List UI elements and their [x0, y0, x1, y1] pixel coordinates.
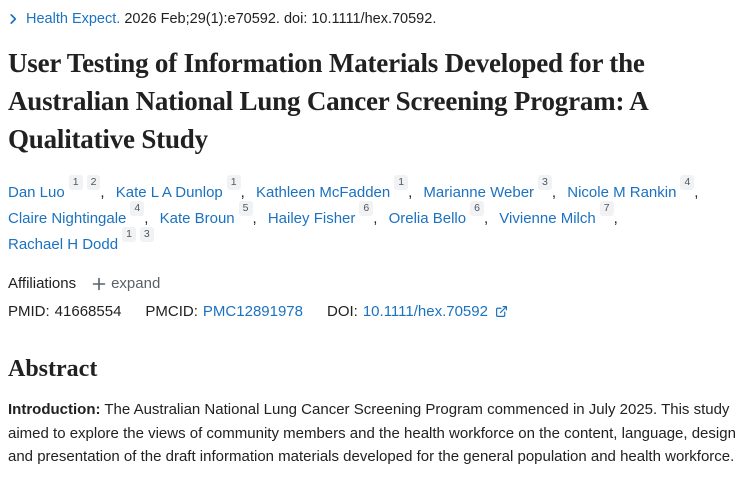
author-link[interactable]: Marianne Weber	[423, 184, 535, 201]
affiliation-badge[interactable]: 7	[599, 201, 614, 216]
author: Hailey Fisher6	[267, 201, 377, 227]
author: Claire Nightingale4	[8, 201, 148, 227]
abstract-section-text: The Australian National Lung Cancer Scre…	[8, 401, 736, 465]
affiliations-row: Affiliations expand	[8, 275, 742, 292]
author-link[interactable]: Vivienne Milch	[499, 210, 596, 227]
doi-group: DOI: 10.1111/hex.70592	[327, 303, 508, 320]
author-link[interactable]: Orelia Bello	[388, 210, 467, 227]
abstract-heading: Abstract	[8, 356, 98, 382]
affiliation-badge[interactable]: 6	[359, 201, 374, 216]
author: Rachael H Dodd1 3	[8, 227, 154, 253]
expand-label: expand	[111, 275, 161, 292]
pmid-value: 41668554	[54, 303, 122, 320]
author: Orelia Bello6	[388, 201, 488, 227]
plus-icon	[92, 277, 106, 291]
author: Marianne Weber3	[423, 175, 556, 201]
author-link[interactable]: Hailey Fisher	[267, 210, 356, 227]
affiliation-badge[interactable]: 4	[680, 175, 695, 190]
author-link[interactable]: Rachael H Dodd	[8, 236, 119, 253]
chevron-right-icon[interactable]	[8, 13, 19, 25]
affiliation-badge[interactable]: 1	[122, 227, 136, 242]
affiliation-badge[interactable]: 2	[86, 175, 101, 190]
author: Kate L A Dunlop1	[115, 175, 245, 201]
external-link-icon[interactable]	[495, 305, 508, 318]
affiliation-badge[interactable]: 3	[538, 175, 552, 190]
author: Kate Broun5	[159, 201, 257, 227]
author-link[interactable]: Nicole M Rankin	[567, 184, 677, 201]
author-link[interactable]: Claire Nightingale	[8, 210, 127, 227]
citation-text: 2026 Feb;29(1):e70592. doi: 10.1111/hex.…	[124, 11, 437, 27]
doi-link[interactable]: 10.1111/hex.70592	[362, 303, 488, 320]
author-link[interactable]: Kate Broun	[159, 210, 235, 227]
abstract-paragraph: Introduction: The Australian National Lu…	[8, 398, 742, 469]
author: Dan Luo1 2	[8, 175, 105, 201]
affiliation-badge[interactable]: 1	[226, 175, 241, 190]
affiliation-badge[interactable]: 5	[238, 201, 253, 216]
pmcid-group: PMCID: PMC12891978	[145, 303, 303, 320]
author-link[interactable]: Kate L A Dunlop	[115, 184, 223, 201]
affiliation-badge[interactable]: 1	[394, 175, 409, 190]
article-title: User Testing of Information Materials De…	[8, 48, 648, 154]
author-link[interactable]: Dan Luo	[8, 184, 65, 201]
affiliations-label: Affiliations	[8, 275, 77, 292]
author-link[interactable]: Kathleen McFadden	[255, 184, 391, 201]
pmid-group: PMID: 41668554	[8, 303, 121, 320]
pmid-label: PMID:	[8, 303, 50, 320]
author: Nicole M Rankin4	[567, 175, 698, 201]
expand-affiliations-button[interactable]: expand	[92, 275, 160, 292]
affiliation-badge[interactable]: 6	[470, 201, 484, 216]
author: Kathleen McFadden1	[255, 175, 412, 201]
journal-link[interactable]: Health Expect.	[26, 11, 121, 27]
affiliation-badge[interactable]: 3	[139, 227, 154, 242]
doi-label: DOI:	[327, 303, 358, 320]
pmcid-label: PMCID:	[145, 303, 198, 320]
affiliation-badge[interactable]: 1	[68, 175, 83, 190]
pmcid-link[interactable]: PMC12891978	[202, 303, 303, 320]
identifiers-row: PMID: 41668554 PMCID: PMC12891978 DOI: 1…	[8, 303, 742, 320]
affiliation-badge[interactable]: 4	[130, 201, 145, 216]
abstract-section-label: Introduction:	[8, 401, 101, 418]
journal-citation-bar: Health Expect. 2026 Feb;29(1):e70592. do…	[8, 9, 742, 29]
author: Vivienne Milch7	[499, 201, 618, 227]
